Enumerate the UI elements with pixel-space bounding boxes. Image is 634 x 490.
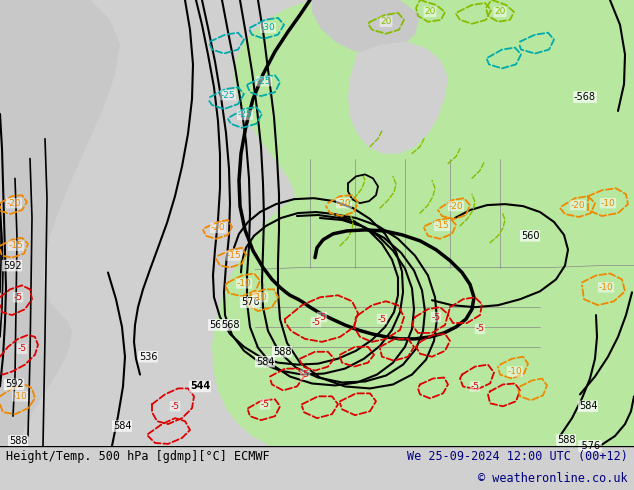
Text: -5: -5 [377, 315, 387, 323]
Polygon shape [0, 0, 120, 446]
Text: -5: -5 [261, 400, 269, 409]
Text: -5: -5 [470, 382, 479, 391]
Text: -20: -20 [571, 200, 585, 210]
Polygon shape [348, 42, 448, 153]
Polygon shape [510, 337, 634, 446]
Text: -20: -20 [210, 223, 225, 232]
Text: -20: -20 [7, 198, 22, 208]
Text: Height/Temp. 500 hPa [gdmp][°C] ECMWF: Height/Temp. 500 hPa [gdmp][°C] ECMWF [6, 450, 270, 464]
Text: -15: -15 [435, 221, 450, 230]
Text: 576: 576 [241, 297, 259, 307]
Text: 588: 588 [557, 435, 575, 445]
Text: -10: -10 [508, 367, 522, 376]
Text: -10: -10 [252, 293, 268, 302]
Text: -10: -10 [600, 198, 616, 208]
Text: -5: -5 [171, 402, 179, 411]
Text: 584: 584 [256, 357, 275, 367]
Text: 20: 20 [424, 7, 436, 16]
Text: 568: 568 [221, 320, 239, 330]
Text: -5: -5 [301, 370, 309, 379]
Polygon shape [312, 0, 420, 54]
Text: -15: -15 [226, 251, 242, 260]
Polygon shape [212, 0, 634, 446]
Text: -568: -568 [574, 92, 596, 102]
Text: 592: 592 [4, 379, 23, 390]
Text: 584: 584 [113, 421, 131, 431]
Text: -10: -10 [598, 283, 613, 292]
Text: 588: 588 [273, 347, 291, 357]
Text: We 25-09-2024 12:00 UTC (00+12): We 25-09-2024 12:00 UTC (00+12) [407, 450, 628, 464]
Text: -5: -5 [311, 318, 321, 326]
Text: 560: 560 [521, 231, 540, 241]
Text: -15: -15 [9, 241, 23, 250]
Text: -20: -20 [449, 201, 463, 211]
Text: 588: 588 [9, 436, 27, 446]
Text: 560: 560 [209, 320, 227, 330]
Text: -5: -5 [318, 313, 327, 321]
Text: -25: -25 [238, 110, 252, 120]
Text: -25: -25 [257, 77, 271, 86]
Text: -5: -5 [18, 344, 27, 353]
Text: -30: -30 [261, 23, 275, 32]
Text: -5: -5 [432, 313, 441, 321]
Text: © weatheronline.co.uk: © weatheronline.co.uk [478, 472, 628, 486]
Text: -5: -5 [13, 293, 22, 302]
Text: 584: 584 [579, 401, 597, 411]
Text: -5: -5 [476, 324, 484, 334]
Text: -25: -25 [221, 91, 235, 99]
Text: -10: -10 [13, 392, 27, 401]
Text: 20: 20 [380, 17, 392, 26]
Text: -10: -10 [236, 279, 251, 288]
Text: -576: -576 [579, 441, 601, 451]
Text: 536: 536 [139, 352, 157, 362]
Text: 20: 20 [495, 7, 506, 16]
Text: 544: 544 [190, 381, 210, 392]
Text: 592: 592 [3, 261, 22, 270]
Text: -20: -20 [337, 198, 351, 208]
